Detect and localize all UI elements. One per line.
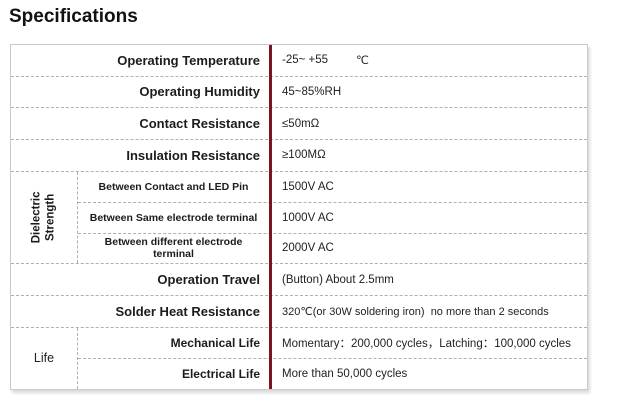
value-text: Momentary：200,000 cycles，Latching：100,00… [282, 337, 571, 350]
table-subrow: Between Contact and LED Pin 1500V AC [78, 172, 587, 203]
subrow-label: Electrical Life [78, 359, 269, 389]
row-value: ≥100MΩ [269, 140, 587, 171]
row-label: Operating Humidity [139, 84, 260, 100]
value-text: 1000V AC [282, 211, 334, 224]
subrow-label-text: Between Contact and LED Pin [98, 180, 249, 193]
group-label: Life [11, 327, 78, 390]
value-text: (Button) About 2.5mm [282, 273, 394, 286]
value-unit: ℃ [356, 55, 369, 68]
table-row: Operating Temperature -25~ +55 ℃ [11, 45, 587, 77]
subrow-label-text: Mechanical Life [170, 335, 260, 350]
subrow-label: Between Same electrode terminal [78, 203, 269, 233]
value-text: 45~85%RH [282, 85, 342, 98]
value-text: More than 50,000 cycles [282, 367, 408, 380]
subrow-value: 1000V AC [269, 203, 587, 233]
specifications-table: Operating Temperature -25~ +55 ℃ Operating … [10, 44, 588, 390]
row-value: ≤50mΩ [269, 108, 587, 139]
table-subrow: Electrical Life More than 50,000 cycles [78, 359, 587, 389]
table-row: Insulation Resistance ≥100MΩ [11, 140, 587, 172]
table-row: Operation Travel (Button) About 2.5mm [11, 264, 587, 297]
subrow-label-text: Between different electrode terminal [104, 236, 243, 261]
group-label: Dielectric Strength [11, 171, 78, 264]
accent-divider [269, 45, 272, 389]
group-label-text: Life [33, 351, 55, 366]
row-label: Insulation Resistance [126, 147, 260, 163]
table-row: Dielectric Strength Between Contact and L… [11, 171, 587, 265]
subrow-label: Mechanical Life [78, 328, 269, 358]
row-label: Solder Heat Resistance [115, 303, 260, 319]
table-row: Contact Resistance ≤50mΩ [11, 108, 587, 140]
value-text: -25~ +55 [282, 54, 329, 67]
group-subrows: Between Contact and LED Pin 1500V AC Betwe… [78, 172, 587, 264]
value-text: ≤50mΩ [282, 117, 320, 130]
table-row: Solder Heat Resistance 320℃(or 30W solder… [11, 296, 587, 328]
value-text: 320℃(or 30W soldering iron) no more than… [282, 305, 549, 318]
row-label: Operating Temperature [117, 52, 260, 68]
subrow-value: More than 50,000 cycles [269, 359, 587, 389]
subrow-label-text: Electrical Life [181, 366, 260, 381]
row-value: (Button) About 2.5mm [269, 264, 587, 295]
subrow-label: Between Contact and LED Pin [78, 172, 269, 202]
value-text: 2000V AC [282, 242, 334, 255]
group-label-text: Dielectric Strength [30, 191, 57, 244]
subrow-value: 2000V AC [269, 234, 587, 264]
value-text: 1500V AC [282, 180, 334, 193]
table-subrow: Between Same electrode terminal 1000V AC [78, 203, 587, 234]
row-value: 45~85%RH [269, 77, 587, 108]
table-row: Life Mechanical Life Momentary：200,000 cyc… [11, 327, 587, 390]
value-text: ≥100MΩ [282, 149, 326, 162]
row-label: Operation Travel [157, 272, 260, 288]
subrow-label: Between different electrode terminal [78, 234, 269, 264]
subrow-value: Momentary：200,000 cycles，Latching：100,00… [269, 328, 587, 358]
subrow-label-text: Between Same electrode terminal [89, 211, 258, 224]
row-value: -25~ +55 ℃ [269, 45, 587, 76]
page-title: Specifications [9, 6, 138, 27]
row-label: Contact Resistance [139, 116, 260, 132]
group-subrows: Mechanical Life Momentary：200,000 cycles，… [78, 328, 587, 389]
subrow-value: 1500V AC [269, 172, 587, 202]
table-row: Operating Humidity 45~85%RH [11, 77, 587, 109]
table-subrow: Mechanical Life Momentary：200,000 cycles，… [78, 328, 587, 359]
table-subrow: Between different electrode terminal 2000… [78, 234, 587, 264]
row-value: 320℃(or 30W soldering iron) no more than… [269, 296, 587, 327]
